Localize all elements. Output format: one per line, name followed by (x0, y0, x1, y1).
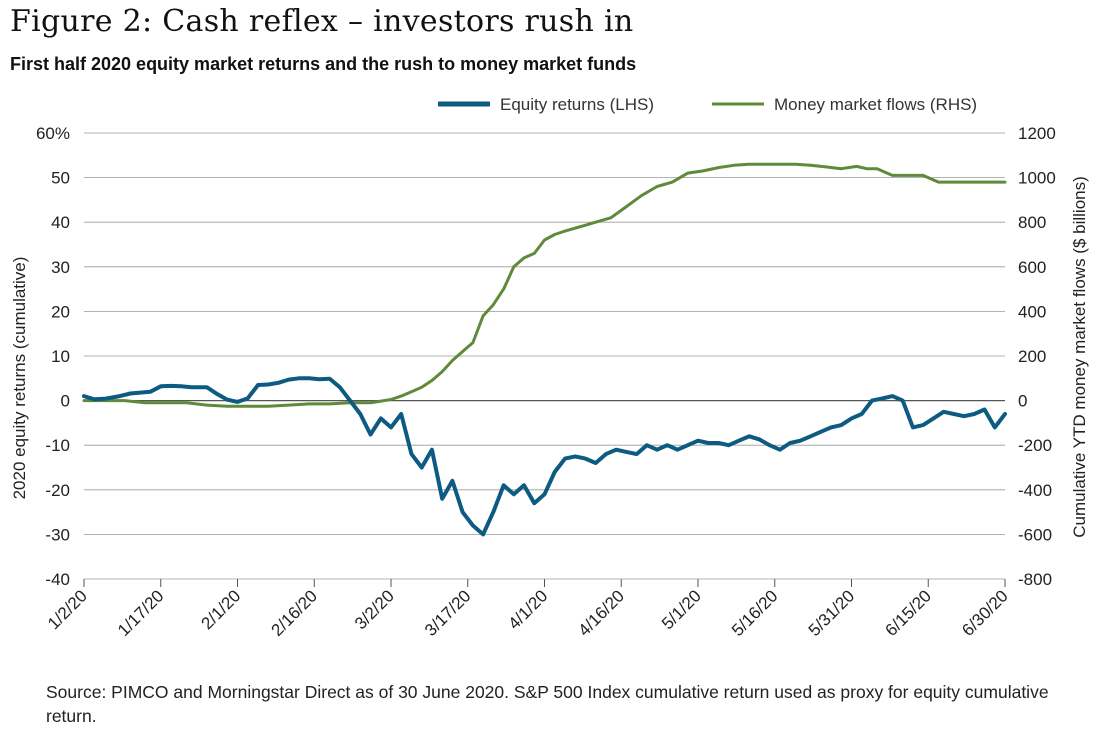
right-tick-label: 400 (1018, 302, 1046, 321)
equity-returns-line (82, 376, 1007, 537)
figure-subtitle: First half 2020 equity market returns an… (10, 54, 637, 74)
left-tick-label: -40 (45, 570, 70, 589)
right-tick-label: 600 (1018, 258, 1046, 277)
right-tick-label: -200 (1018, 436, 1052, 455)
right-tick-label: -400 (1018, 481, 1052, 500)
x-tick-label: 1/2/20 (44, 586, 91, 633)
x-tick-label: 1/17/20 (114, 586, 168, 640)
x-tick-label: 2/16/20 (268, 586, 322, 640)
right-tick-label: -800 (1018, 570, 1052, 589)
x-tick-label: 5/1/20 (658, 586, 705, 633)
right-axis-label: Cumulative YTD money market flows ($ bil… (1070, 176, 1089, 538)
x-tick-label: 5/31/20 (805, 586, 859, 640)
left-tick-label: -20 (45, 481, 70, 500)
right-tick-label: 1200 (1018, 124, 1056, 143)
right-tick-label: 200 (1018, 347, 1046, 366)
legend-label-money-market: Money market flows (RHS) (774, 95, 977, 114)
left-tick-label: 0 (61, 392, 70, 411)
x-tick-label: 3/2/20 (351, 586, 398, 633)
left-tick-label: -10 (45, 436, 70, 455)
right-axis-ticks: 1200 1000 800 600 400 200 0 -200 -400 -600 -800 (1018, 124, 1056, 589)
legend-label-equity: Equity returns (LHS) (500, 95, 654, 114)
source-note: Source: PIMCO and Morningstar Direct as … (46, 682, 1049, 726)
x-tick-label: 2/1/20 (197, 586, 244, 633)
legend: Equity returns (LHS) Money market flows … (438, 95, 977, 114)
right-tick-label: 1000 (1018, 169, 1056, 188)
x-tick-label: 4/16/20 (575, 586, 629, 640)
right-tick-label: -600 (1018, 525, 1052, 544)
left-tick-label: 10 (51, 347, 70, 366)
x-tick-label: 4/1/20 (504, 586, 551, 633)
left-tick-label: 60% (36, 124, 70, 143)
left-tick-label: -30 (45, 525, 70, 544)
left-axis-label: 2020 equity returns (cumulative) (10, 257, 29, 500)
right-tick-label: 800 (1018, 213, 1046, 232)
right-tick-label: 0 (1018, 392, 1027, 411)
x-tick-label: 6/15/20 (882, 586, 936, 640)
figure-title: Figure 2: Cash reflex – investors rush i… (10, 4, 634, 39)
left-tick-label: 20 (51, 302, 70, 321)
x-axis-ticks: 1/2/20 1/17/20 2/1/20 2/16/20 3/2/20 3/17/20 4… (44, 579, 1012, 640)
left-tick-label: 50 (51, 169, 70, 188)
money-market-flows-line (82, 162, 1007, 408)
series-lines (82, 162, 1007, 537)
x-tick-label: 5/16/20 (728, 586, 782, 640)
x-tick-label: 3/17/20 (421, 586, 475, 640)
left-axis-ticks: 60% 50 40 30 20 10 0 -10 -20 -30 -40 (36, 124, 70, 589)
left-tick-label: 30 (51, 258, 70, 277)
gridlines (84, 132, 1005, 580)
x-tick-label: 6/30/20 (958, 586, 1012, 640)
left-tick-label: 40 (51, 213, 70, 232)
